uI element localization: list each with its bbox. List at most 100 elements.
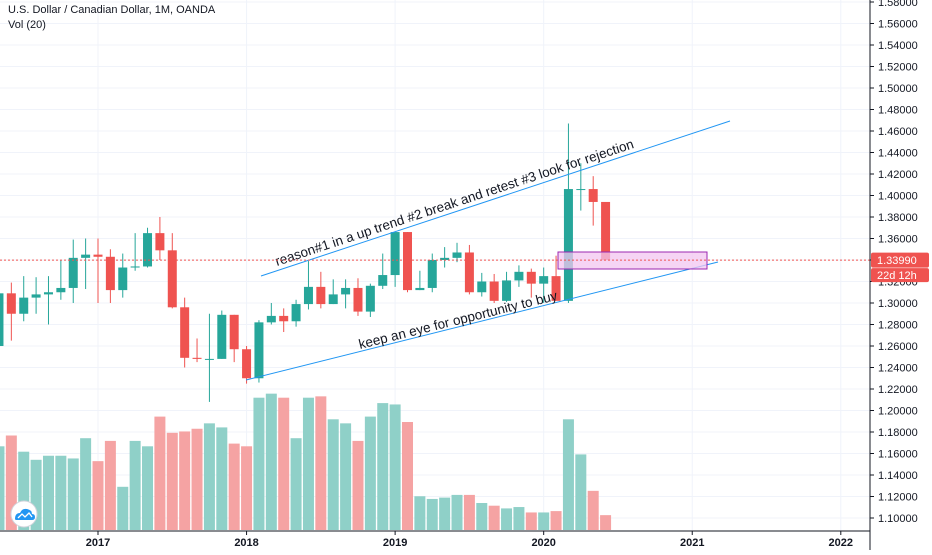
price-tick-label: 1.10000 bbox=[878, 513, 918, 525]
candle-body[interactable] bbox=[204, 358, 214, 360]
candle-body[interactable] bbox=[576, 189, 586, 191]
candle-body[interactable] bbox=[229, 314, 239, 350]
candle-body[interactable] bbox=[526, 271, 536, 284]
candle-body[interactable] bbox=[180, 307, 190, 358]
time-tick-label: 2022 bbox=[829, 537, 853, 549]
candle-body[interactable] bbox=[539, 276, 549, 284]
volume-bar bbox=[241, 446, 253, 530]
candle-body[interactable] bbox=[43, 292, 53, 295]
candle-body[interactable] bbox=[279, 315, 289, 322]
candle-body[interactable] bbox=[452, 252, 462, 258]
candle-body[interactable] bbox=[440, 257, 450, 260]
price-tick-label: 1.38000 bbox=[878, 212, 918, 224]
candle-body[interactable] bbox=[56, 287, 66, 293]
volume-bar bbox=[0, 446, 5, 530]
volume-bar bbox=[402, 422, 413, 530]
volume-bar bbox=[203, 423, 215, 530]
candle-body[interactable] bbox=[155, 233, 165, 251]
price-tick-label: 1.12000 bbox=[878, 492, 918, 504]
candle-body[interactable] bbox=[143, 233, 153, 267]
candle-body[interactable] bbox=[551, 276, 561, 301]
volume-bar bbox=[488, 505, 500, 530]
candle-body[interactable] bbox=[390, 232, 400, 276]
drawings: reason#1 in a up trend #2 break and rete… bbox=[245, 120, 731, 381]
candle-body[interactable] bbox=[167, 250, 177, 308]
volume-bar bbox=[166, 432, 178, 530]
price-tick-label: 1.42000 bbox=[878, 169, 918, 181]
candle-body[interactable] bbox=[19, 297, 29, 314]
price-tick-label: 1.52000 bbox=[878, 62, 918, 74]
candle-body[interactable] bbox=[266, 315, 276, 323]
price-tick-label: 1.20000 bbox=[878, 406, 918, 418]
candle-body[interactable] bbox=[81, 254, 91, 258]
volume-bar bbox=[501, 508, 513, 530]
candle-body[interactable] bbox=[105, 256, 115, 291]
volume-bar bbox=[265, 393, 277, 530]
volume-bar bbox=[154, 416, 166, 530]
candle-body[interactable] bbox=[31, 294, 41, 298]
candle-body[interactable] bbox=[130, 266, 140, 268]
candle-body[interactable] bbox=[415, 287, 425, 291]
candle-body[interactable] bbox=[353, 287, 363, 312]
candle-body[interactable] bbox=[403, 232, 412, 291]
time-axis[interactable]: 2017 2018 2019 2020 2021 2022 bbox=[0, 530, 870, 549]
candle-body[interactable] bbox=[328, 294, 338, 305]
price-tick-label: 1.54000 bbox=[878, 40, 918, 52]
volume-bar bbox=[600, 515, 612, 530]
volume-bar bbox=[414, 496, 426, 530]
price-tick-label: 1.18000 bbox=[878, 427, 918, 439]
candle-body[interactable] bbox=[68, 257, 78, 288]
candle-body[interactable] bbox=[242, 349, 252, 379]
volume-bar bbox=[513, 507, 525, 530]
candle-body[interactable] bbox=[365, 285, 375, 312]
price-tick-label: 1.28000 bbox=[878, 320, 918, 332]
candle-body[interactable] bbox=[341, 287, 351, 295]
candle-body[interactable] bbox=[93, 254, 103, 257]
candle-body[interactable] bbox=[303, 286, 313, 305]
candle-body[interactable] bbox=[477, 281, 487, 293]
candle-body[interactable] bbox=[254, 322, 264, 379]
tradingview-logo[interactable] bbox=[10, 500, 38, 528]
volume-bar bbox=[575, 454, 587, 530]
candle-body[interactable] bbox=[502, 280, 512, 301]
candle-body[interactable] bbox=[192, 357, 202, 359]
candle-body[interactable] bbox=[427, 260, 437, 288]
last-price-labels: 1.33990 22d 12h bbox=[871, 252, 929, 283]
candle-body[interactable] bbox=[291, 304, 301, 322]
time-tick-label: 2019 bbox=[383, 537, 407, 549]
upper-trendline[interactable] bbox=[260, 120, 731, 277]
price-tick-label: 1.50000 bbox=[878, 83, 918, 95]
volume-bar bbox=[80, 438, 92, 530]
price-tick-label: 1.40000 bbox=[878, 191, 918, 203]
candle-body[interactable] bbox=[378, 275, 388, 286]
candle-body[interactable] bbox=[588, 189, 598, 202]
candle-body[interactable] bbox=[514, 271, 524, 281]
candle-body[interactable] bbox=[489, 281, 499, 301]
candle-body[interactable] bbox=[601, 201, 611, 261]
last-price-value: 1.33990 bbox=[877, 255, 917, 267]
candle-body[interactable] bbox=[0, 293, 4, 346]
volume-bar bbox=[340, 423, 352, 530]
price-tick-label: 1.36000 bbox=[878, 234, 918, 246]
volume-bar bbox=[302, 397, 314, 530]
candle-body[interactable] bbox=[563, 189, 573, 301]
lower-trendline[interactable] bbox=[245, 261, 719, 381]
price-tick-label: 1.14000 bbox=[878, 470, 918, 482]
candle-body[interactable] bbox=[6, 293, 16, 314]
volume-bar bbox=[278, 397, 290, 530]
volume-bar bbox=[67, 458, 79, 530]
candle-body[interactable] bbox=[464, 252, 474, 293]
cloud-icon-wave bbox=[17, 512, 33, 519]
candle-body[interactable] bbox=[316, 286, 326, 305]
candle-body[interactable] bbox=[217, 314, 227, 359]
volume-bar bbox=[315, 396, 327, 530]
lower-annotation: keep an eye for opportunity to buy bbox=[357, 288, 559, 352]
volume-bar bbox=[463, 494, 475, 530]
time-tick-label: 2021 bbox=[680, 537, 704, 549]
volume-bar bbox=[476, 503, 488, 530]
candle-body[interactable] bbox=[118, 267, 128, 291]
volume-bar bbox=[290, 438, 302, 530]
countdown-value: 22d 12h bbox=[877, 270, 917, 282]
